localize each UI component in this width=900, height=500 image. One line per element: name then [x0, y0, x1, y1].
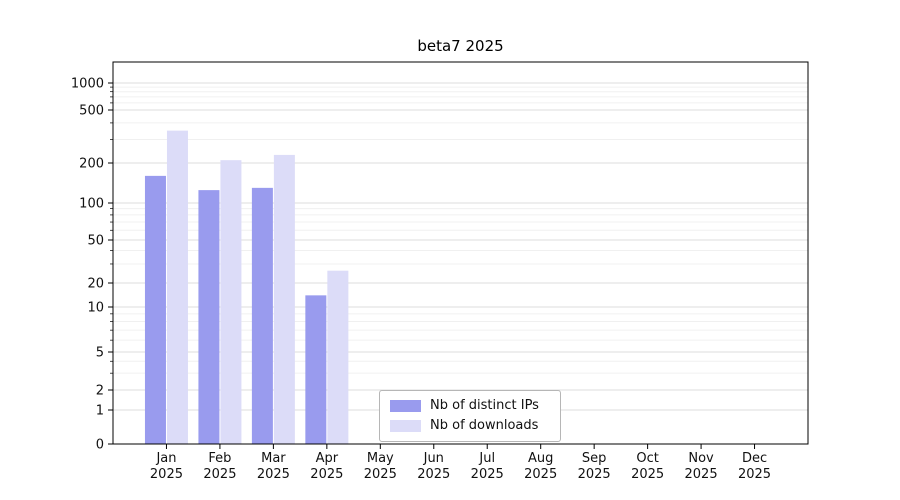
x-tick-label-year: 2025 — [310, 467, 343, 482]
x-tick-label: Feb — [208, 451, 231, 466]
y-tick-label: 1 — [96, 404, 104, 419]
bar-nb-of-downloads-jan — [166, 130, 188, 445]
x-tick-label-year: 2025 — [685, 467, 718, 482]
x-tick-label: Aug — [528, 451, 553, 466]
x-tick-label-year: 2025 — [471, 467, 504, 482]
x-tick-label: Jun — [423, 451, 444, 466]
x-tick-label: Nov — [688, 451, 714, 466]
x-tick-label: May — [367, 451, 394, 466]
legend-label-distinct-ips: Nb of distinct IPs — [430, 398, 539, 413]
y-tick-label: 5 — [96, 346, 104, 361]
x-tick-label: Mar — [261, 451, 286, 466]
x-tick-label: Jul — [478, 451, 495, 466]
x-tick-label-year: 2025 — [417, 467, 450, 482]
y-tick-label: 20 — [87, 277, 104, 292]
x-tick-label: Jan — [155, 451, 176, 466]
y-tick-label: 50 — [87, 234, 104, 249]
y-tick-label: 0 — [96, 438, 104, 453]
legend-swatch-downloads — [390, 419, 421, 432]
x-tick-label: Oct — [636, 451, 658, 466]
legend-label-downloads: Nb of downloads — [430, 418, 539, 433]
legend-box: Nb of distinct IPs Nb of downloads — [379, 390, 561, 442]
plot-frame — [112, 61, 809, 445]
bar-nb-of-downloads-feb — [220, 160, 242, 444]
bar-nb-of-distinct-ips-feb — [198, 190, 220, 444]
y-tick-label: 200 — [79, 157, 104, 172]
legend-item-downloads: Nb of downloads — [390, 418, 548, 433]
x-tick-label-year: 2025 — [738, 467, 771, 482]
x-tick-label-year: 2025 — [203, 467, 236, 482]
bar-nb-of-distinct-ips-apr — [305, 295, 327, 444]
x-tick-label-year: 2025 — [631, 467, 664, 482]
bar-nb-of-downloads-mar — [273, 154, 295, 445]
legend-item-distinct-ips: Nb of distinct IPs — [390, 398, 548, 413]
x-tick-label: Dec — [742, 451, 767, 466]
x-tick-label-year: 2025 — [364, 467, 397, 482]
y-tick-label: 2 — [96, 384, 104, 399]
x-tick-label-year: 2025 — [524, 467, 557, 482]
legend-swatch-distinct-ips — [390, 399, 421, 412]
y-tick-label: 100 — [79, 197, 104, 212]
x-tick-label: Sep — [582, 451, 607, 466]
x-tick-label-year: 2025 — [578, 467, 611, 482]
chart-title: beta7 2025 — [417, 37, 504, 55]
y-tick-label: 1000 — [71, 77, 104, 92]
bar-nb-of-distinct-ips-jan — [144, 175, 166, 444]
x-tick-label-year: 2025 — [257, 467, 290, 482]
y-tick-label: 500 — [79, 104, 104, 119]
x-tick-label-year: 2025 — [150, 467, 183, 482]
y-tick-label: 10 — [87, 301, 104, 316]
x-tick-label: Apr — [316, 451, 339, 466]
bar-nb-of-distinct-ips-mar — [251, 187, 273, 444]
bar-nb-of-downloads-apr — [327, 270, 349, 444]
